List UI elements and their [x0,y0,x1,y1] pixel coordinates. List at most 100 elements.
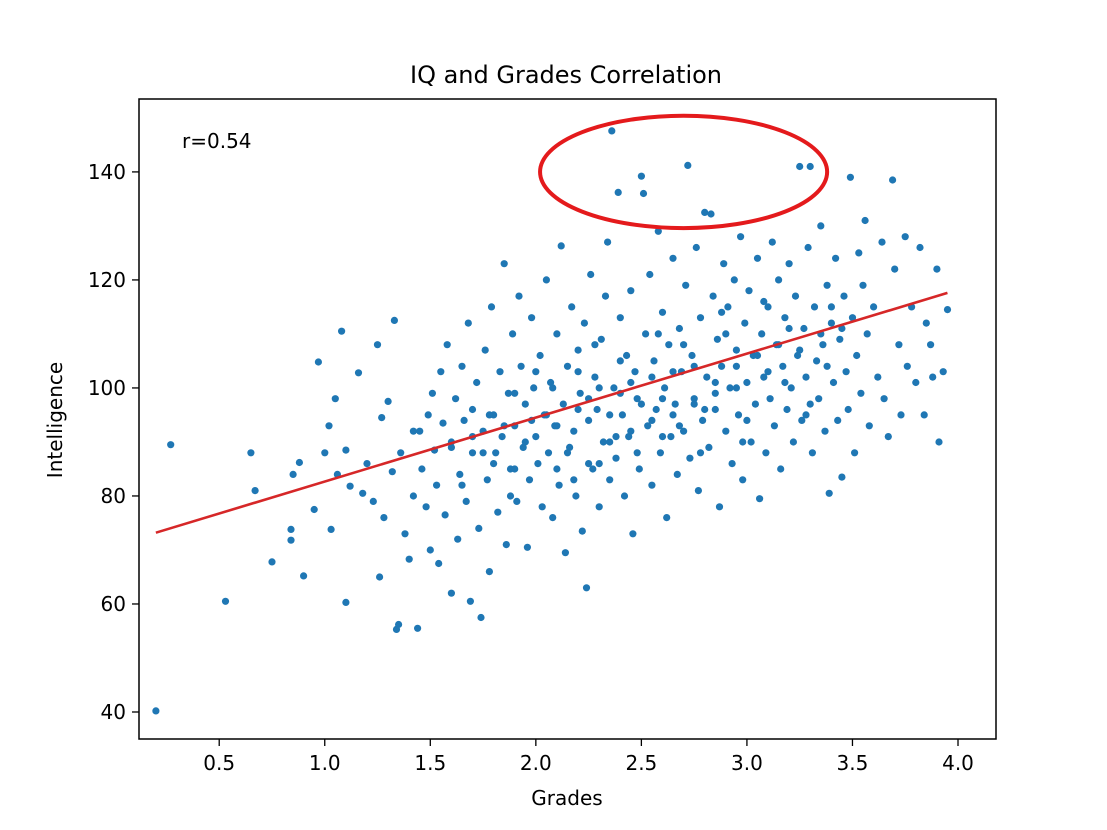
data-point-122 [593,405,601,414]
data-point-76 [496,368,504,376]
data-point-314 [595,460,603,468]
data-point-252 [870,303,878,311]
data-point-293 [711,378,719,387]
data-point-134 [618,411,627,419]
data-point-66 [475,524,483,533]
data-point-319 [701,405,709,414]
data-point-248 [859,281,867,289]
data-point-118 [585,416,593,424]
x-axis-label: Grades [531,786,602,810]
data-point-35 [397,449,405,457]
data-point-260 [897,411,905,419]
data-point-204 [766,395,774,403]
data-point-279 [511,465,519,473]
data-point-285 [595,384,603,392]
data-point-259 [895,341,903,349]
data-point-338 [718,308,726,316]
data-point-181 [718,362,726,370]
data-point-98 [542,276,551,284]
data-point-104 [555,481,563,489]
data-point-178 [711,405,719,414]
data-point-212 [783,405,791,414]
data-point-337 [696,449,705,457]
data-point-127 [604,238,612,246]
data-point-179 [713,335,722,343]
data-point-182 [720,260,728,268]
data-point-241 [844,405,852,414]
data-point-208 [775,276,783,284]
data-point-333 [612,433,620,441]
data-point-63 [468,449,477,457]
data-point-242 [846,173,855,181]
data-point-239 [840,292,848,300]
y-tick-label-5: 140 [88,160,126,184]
data-point-227 [815,395,823,403]
data-point-200 [758,330,766,338]
data-point-286 [606,411,614,419]
data-point-36 [401,530,409,538]
data-point-121 [591,373,599,381]
data-point-223 [806,162,814,171]
data-point-187 [730,276,738,284]
data-point-290 [658,395,667,403]
data-point-183 [722,427,730,435]
data-point-250 [863,330,871,338]
data-point-109 [566,443,574,451]
data-point-307 [711,389,719,397]
data-point-164 [682,281,690,289]
data-point-224 [808,449,817,457]
data-point-72 [487,303,496,311]
data-point-138 [627,287,635,295]
data-point-191 [739,476,747,484]
data-point-172 [699,416,707,424]
x-tick-label-0: 0.5 [203,751,235,775]
x-tick-label-6: 3.5 [837,751,869,775]
data-point-232 [825,489,833,497]
x-tick-label-5: 3.0 [731,751,763,775]
data-point-312 [553,465,561,473]
data-point-197 [751,400,760,408]
data-point-194 [745,287,753,295]
data-point-255 [880,395,888,403]
data-point-326 [458,481,466,489]
data-point-294 [732,362,741,370]
data-point-82 [508,330,517,338]
data-point-22 [354,369,363,377]
data-point-38 [409,492,417,500]
data-point-190 [737,233,745,241]
data-point-261 [901,233,909,241]
data-point-215 [789,438,798,446]
data-point-205 [768,238,776,246]
data-point-268 [927,341,935,349]
data-point-94 [534,460,542,468]
data-point-271 [935,438,943,446]
x-axis: 0.5 1.0 1.5 2.0 2.5 3.0 3.5 4.0 [203,739,974,775]
data-point-317 [658,433,667,441]
data-point-65 [473,378,481,387]
plot-frame [138,98,997,740]
data-point-210 [779,362,787,370]
data-point-228 [817,222,825,230]
data-point-240 [842,368,850,376]
data-point-189 [734,411,743,419]
data-point-305 [669,411,677,419]
data-point-309 [490,460,498,468]
data-point-56 [454,535,462,543]
data-point-199 [756,495,764,503]
data-point-225 [810,303,819,311]
data-point-99 [544,449,553,457]
data-point-230 [821,427,829,435]
data-point-153 [658,308,667,316]
data-point-202 [762,449,770,457]
data-point-192 [741,319,749,327]
data-point-289 [648,373,656,381]
y-axis-label: Intelligence [43,362,67,478]
data-point-116 [580,319,589,327]
data-point-61 [464,319,472,327]
x-tick-label-7: 4.0 [942,751,974,775]
data-point-243 [848,314,857,322]
data-point-84 [513,497,521,505]
data-point-340 [760,297,768,306]
data-point-155 [663,514,671,522]
data-point-301 [585,460,593,468]
